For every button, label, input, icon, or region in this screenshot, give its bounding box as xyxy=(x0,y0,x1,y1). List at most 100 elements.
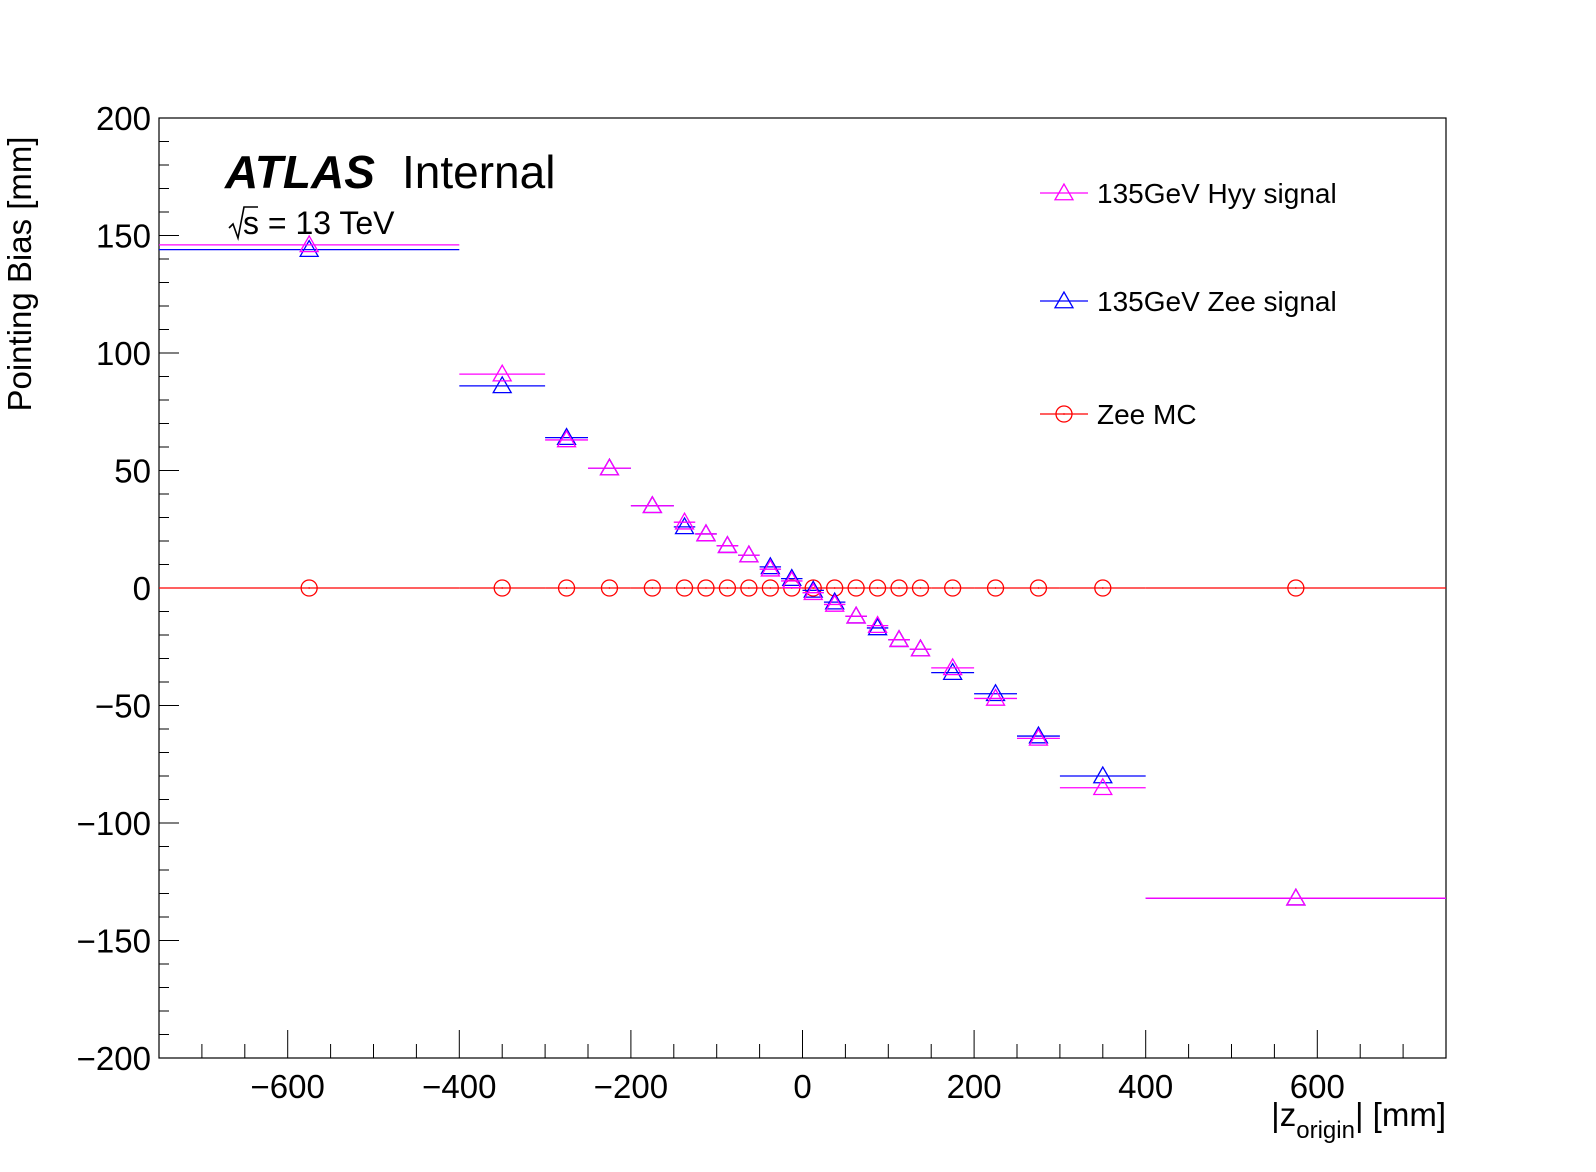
y-tick-label: 50 xyxy=(114,453,151,490)
x-tick-label: 600 xyxy=(1290,1068,1345,1105)
data-point-center xyxy=(308,587,311,589)
y-tick-label: 200 xyxy=(96,100,151,137)
y-axis-title: Pointing Bias [mm] xyxy=(1,136,38,411)
legend-marker xyxy=(1053,182,1075,201)
data-point xyxy=(888,629,910,648)
data-point xyxy=(299,234,320,253)
data-point-center xyxy=(747,587,750,589)
data-point xyxy=(493,579,511,597)
data-point xyxy=(804,579,822,597)
data-point xyxy=(718,579,737,597)
data-point xyxy=(1287,579,1305,597)
y-tick-label: 0 xyxy=(133,570,151,607)
x-tick-label: 0 xyxy=(793,1068,811,1105)
data-point-center xyxy=(1101,587,1104,589)
data-point-center xyxy=(994,587,997,589)
y-tick-label: −50 xyxy=(95,688,151,725)
data-point xyxy=(1285,887,1306,906)
data-point xyxy=(556,427,577,446)
data-point-center xyxy=(1294,587,1297,589)
y-tick-label: 150 xyxy=(96,218,151,255)
y-tick-labels: 200 150 100 50 0 −50 −100 −150 −200 xyxy=(77,100,151,1077)
data-point xyxy=(695,523,717,542)
data-point xyxy=(1092,777,1113,796)
data-point xyxy=(803,582,824,601)
data-point xyxy=(781,570,802,589)
data-point xyxy=(942,662,963,680)
data-point xyxy=(781,568,802,586)
data-point xyxy=(888,629,910,648)
data-point-center xyxy=(812,587,815,589)
x-tick-label: −400 xyxy=(422,1068,496,1105)
data-point-center xyxy=(726,587,729,589)
data-point-center xyxy=(565,587,568,589)
data-point-center xyxy=(769,587,772,589)
data-point xyxy=(675,579,694,597)
data-point-center xyxy=(705,587,707,589)
data-point-center xyxy=(651,587,654,589)
data-point xyxy=(299,239,320,258)
data-point xyxy=(824,594,845,612)
data-point xyxy=(642,495,663,514)
x-axis-title-subscript: origin xyxy=(1296,1117,1355,1144)
data-point xyxy=(1028,728,1049,746)
data-point xyxy=(824,591,845,610)
data-point xyxy=(846,605,867,624)
data-point-center xyxy=(855,587,858,589)
data-point-center xyxy=(1037,587,1040,589)
y-tick-label: −100 xyxy=(77,805,151,842)
data-point xyxy=(846,605,867,624)
data-point xyxy=(300,579,318,597)
data-point xyxy=(642,495,663,514)
data-point xyxy=(1285,887,1306,906)
data-point xyxy=(985,683,1006,702)
data-point xyxy=(761,579,779,597)
energy-label: s = 13 TeV xyxy=(243,205,395,241)
legend-marker xyxy=(1055,405,1073,423)
x-axis-title-main: |z xyxy=(1271,1096,1296,1133)
x-tick-label: 400 xyxy=(1118,1068,1173,1105)
x-tick-label: −600 xyxy=(251,1068,325,1105)
legend-entry: 135GeV Zee signal xyxy=(1040,286,1337,317)
data-point xyxy=(556,429,577,448)
data-point xyxy=(1028,725,1049,744)
x-axis-title-tail: | [mm] xyxy=(1355,1096,1446,1133)
data-point xyxy=(695,523,717,542)
data-point xyxy=(847,579,865,597)
data-point xyxy=(803,580,824,598)
data-point xyxy=(738,544,759,563)
data-point xyxy=(600,579,619,597)
legend-label: 135GeV Hyy signal xyxy=(1097,178,1337,209)
data-point xyxy=(697,579,715,597)
data-point xyxy=(890,579,908,597)
data-point-center xyxy=(683,587,686,589)
data-point xyxy=(867,615,888,633)
data-point xyxy=(599,457,620,476)
data-point-center xyxy=(876,587,879,589)
data-point xyxy=(760,558,781,577)
x-tick-label: 200 xyxy=(947,1068,1002,1105)
data-point-center xyxy=(898,587,900,589)
data-point xyxy=(910,638,931,657)
data-point xyxy=(985,688,1006,706)
data-point xyxy=(674,516,695,535)
atlas-title: ATLAS xyxy=(224,146,375,198)
data-point xyxy=(986,579,1005,597)
x-tick-label: −200 xyxy=(594,1068,668,1105)
series-135gev-hyy-signal xyxy=(159,234,1446,906)
data-point xyxy=(867,617,888,636)
atlas-label: ATLAS Internal s = 13 TeV xyxy=(224,146,555,242)
legend: 135GeV Hyy signal 135GeV Zee signal Zee MC xyxy=(1040,178,1337,430)
legend-label: 135GeV Zee signal xyxy=(1097,286,1337,317)
data-point xyxy=(492,363,513,382)
data-point xyxy=(944,579,962,597)
data-point xyxy=(643,579,661,597)
data-point xyxy=(557,579,576,597)
y-tick-label: 100 xyxy=(96,335,151,372)
data-point xyxy=(760,556,781,575)
data-point xyxy=(717,535,738,554)
data-point xyxy=(674,511,695,530)
x-tick-labels: −600 −400 −200 0 200 400 600 xyxy=(251,1068,1345,1105)
legend-marker-center xyxy=(1063,413,1065,415)
